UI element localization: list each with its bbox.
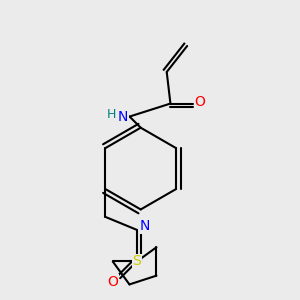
Text: H: H [106,108,116,121]
Text: O: O [195,95,206,109]
Text: N: N [140,219,150,233]
Text: N: N [118,110,128,124]
Text: O: O [107,275,118,289]
Text: S: S [133,254,141,268]
